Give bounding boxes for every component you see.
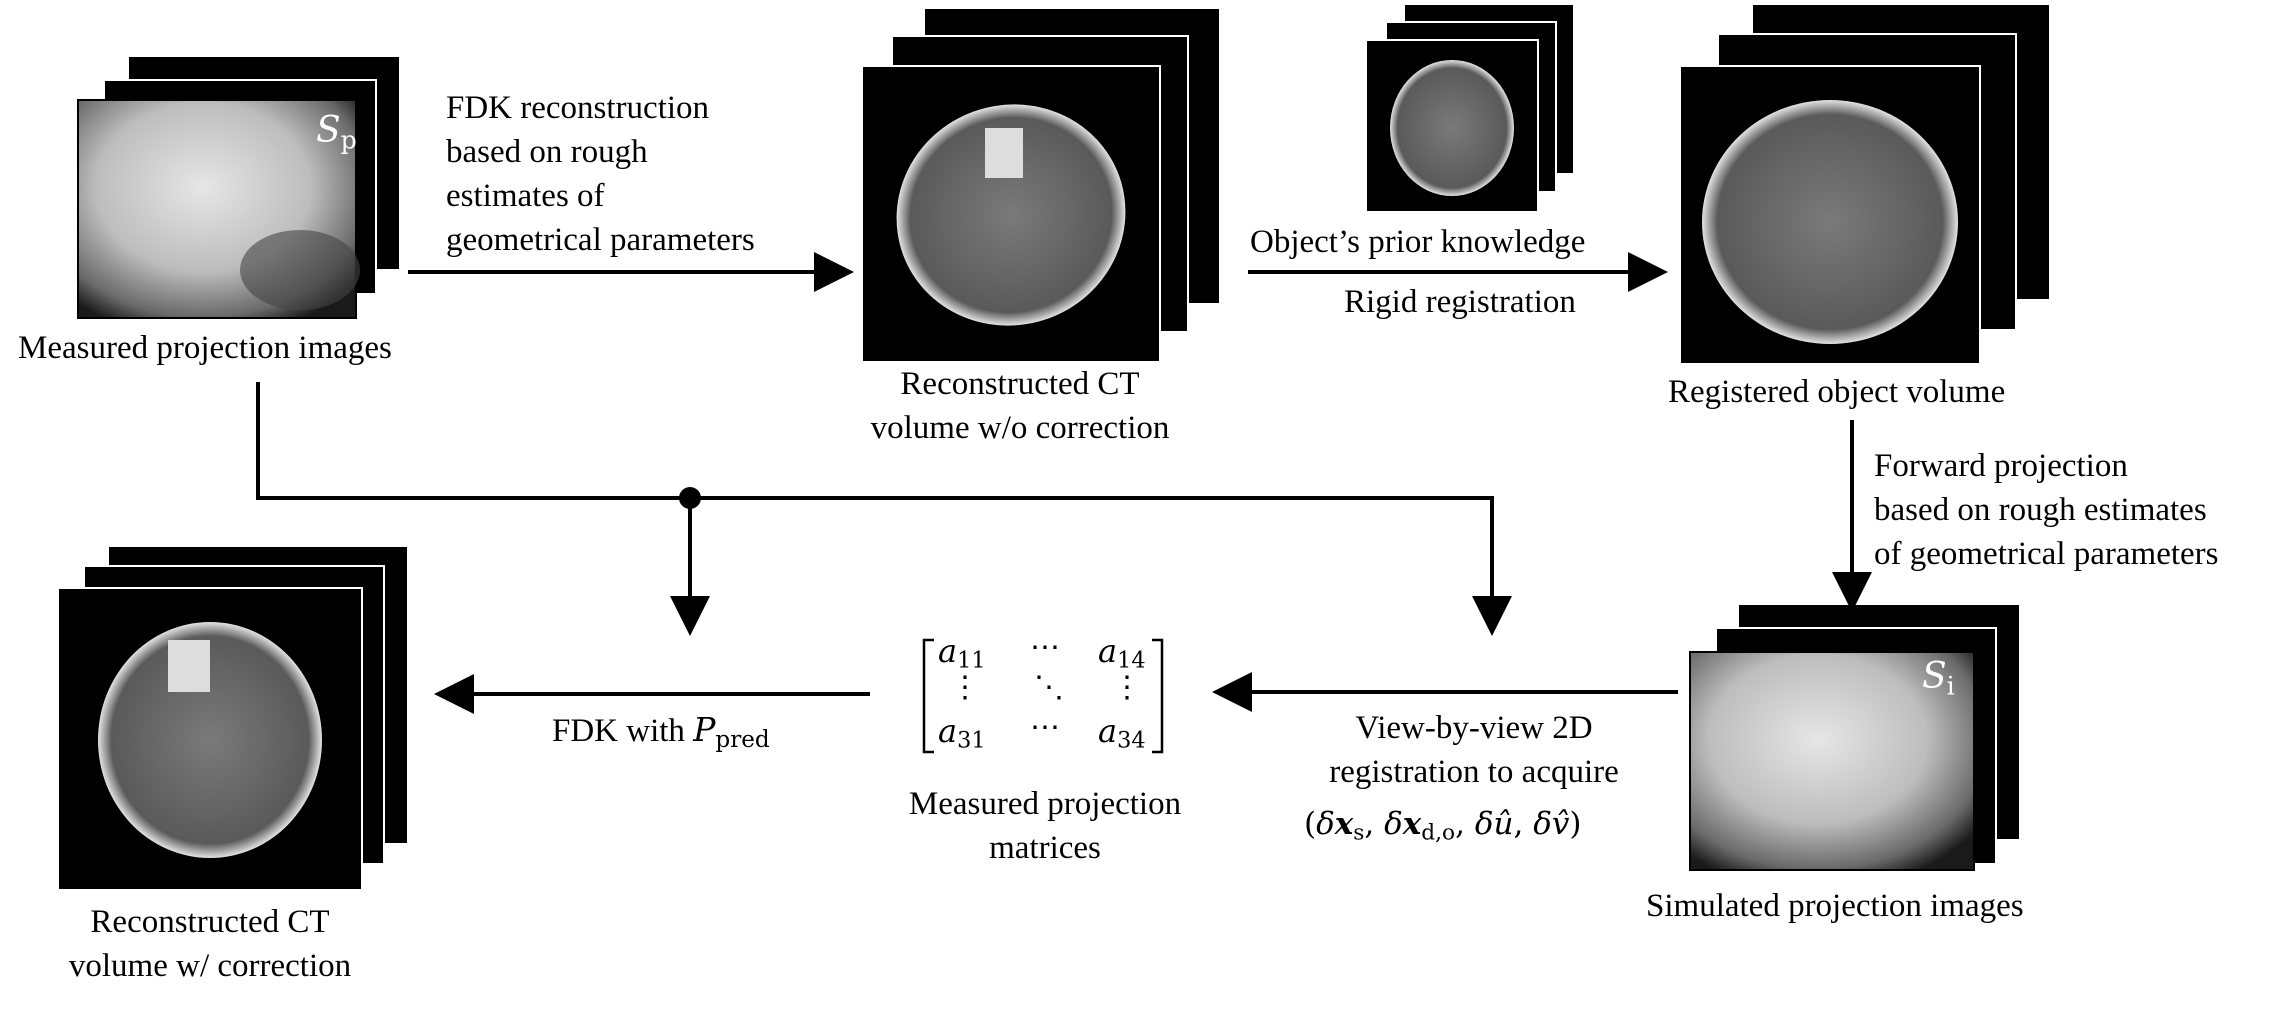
prior-knowledge-label: Object’s prior knowledge xyxy=(1250,224,1586,260)
forward-projection-label: Forward projection based on rough estima… xyxy=(1874,448,2219,572)
measured-projection-stack xyxy=(77,55,401,319)
measured-images-label: Measured projection images xyxy=(18,330,392,366)
registered-volume-label: Registered object volume xyxy=(1668,374,2006,410)
matrix-top-hdots: ⋯ xyxy=(1030,630,1060,665)
fdk-reconstruction-label: FDK reconstruction based on rough estima… xyxy=(446,90,755,258)
recon-w-correction-label: Reconstructed CT volume w/ correction xyxy=(68,904,352,984)
matrix-a11: a11 xyxy=(938,632,986,674)
matrix-right-bracket xyxy=(1152,638,1164,754)
si-label: Si xyxy=(1922,656,1955,701)
sp-label: Sp xyxy=(316,110,357,155)
recon-wo-correction-stack xyxy=(861,7,1221,363)
recon-wo-correction-label: Reconstructed CT volume w/o correction xyxy=(870,366,1170,446)
view-registration-label: View-by-view 2D registration to acquire xyxy=(1329,710,1619,790)
junction-dot xyxy=(679,487,701,509)
matrix-left-vdots: ⋮ xyxy=(950,670,980,705)
fdk-with-label: FDK with Ppred xyxy=(552,710,770,753)
prior-knowledge-stack xyxy=(1365,3,1575,213)
simulated-projection-stack xyxy=(1689,603,2021,871)
matrix-left-bracket xyxy=(922,638,934,754)
matrix-right-vdots: ⋮ xyxy=(1112,670,1142,705)
registered-volume-stack xyxy=(1679,3,2051,365)
measured-matrices-label: Measured projection matrices xyxy=(908,786,1182,866)
matrix-bottom-hdots: ⋯ xyxy=(1030,710,1060,745)
view-params-formula: (δxs, δxd,o, δû, δv̂) xyxy=(1304,806,1582,846)
connector-measured-trunk xyxy=(256,382,1494,626)
matrix-a34: a34 xyxy=(1098,712,1146,754)
simulated-images-label: Simulated projection images xyxy=(1646,888,2024,924)
recon-w-correction-stack xyxy=(57,545,409,891)
matrix-center-ddots: ⋱ xyxy=(1034,670,1064,705)
rigid-registration-label: Rigid registration xyxy=(1344,284,1576,320)
matrix-a31: a31 xyxy=(938,712,986,754)
matrix-a14: a14 xyxy=(1098,632,1146,674)
